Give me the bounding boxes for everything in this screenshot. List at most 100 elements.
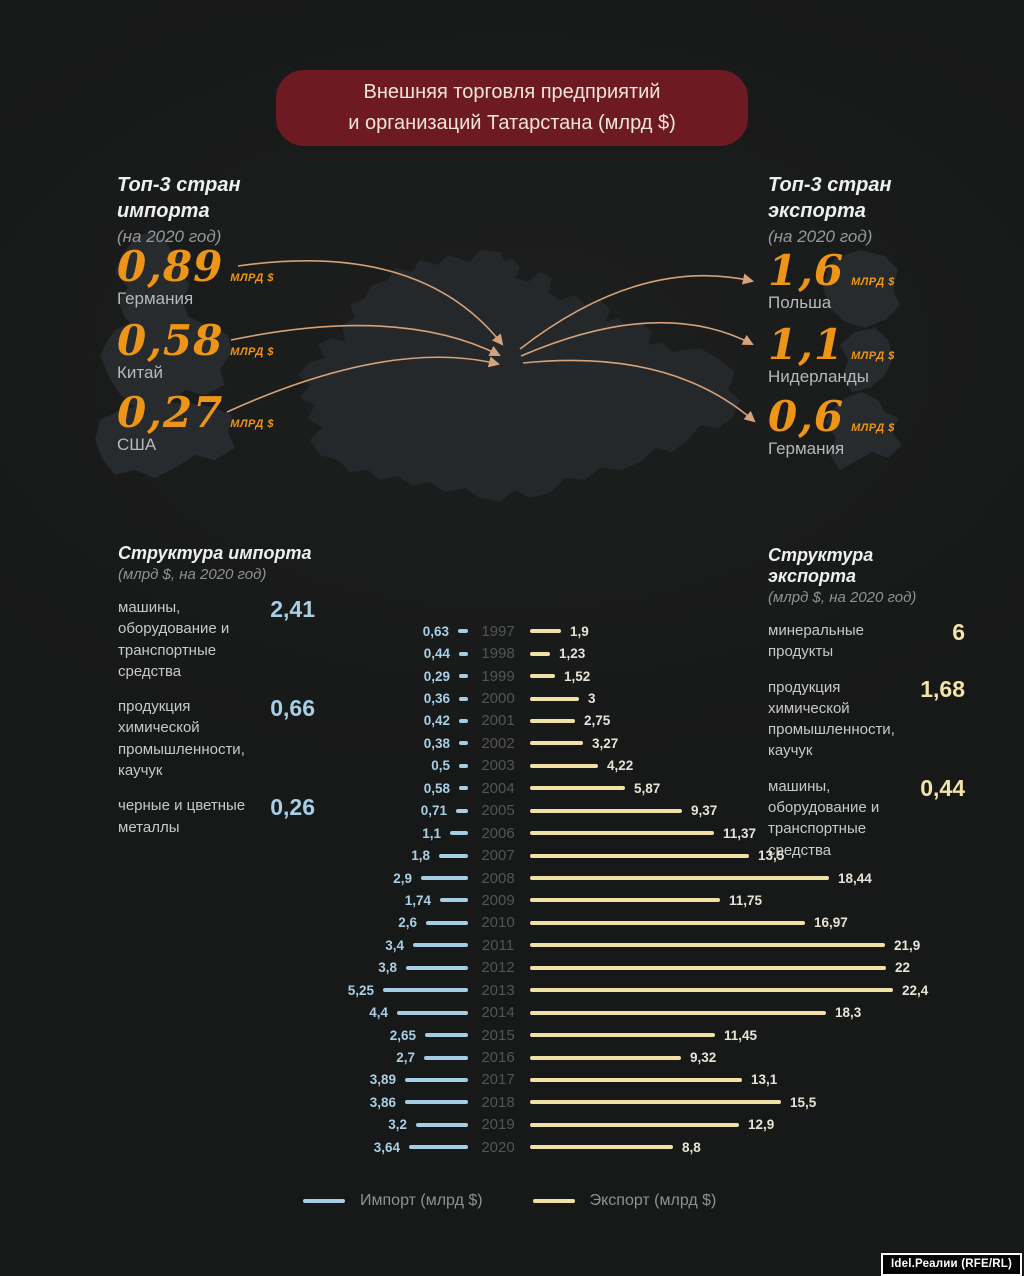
export-value: 1,52 (564, 668, 591, 684)
export-value: 12,9 (748, 1117, 775, 1133)
export-cell: 11,45 (528, 1028, 757, 1043)
import-item-germany: 0,89 млрд $ Германия (117, 246, 274, 309)
export-bar (530, 898, 720, 903)
import-value-usa: 0,27 (117, 388, 224, 437)
import-cell: 2,9 (280, 871, 468, 886)
import-structure-label: продукция химической промышленности, кау… (118, 698, 245, 780)
year-label: 2008 (481, 869, 515, 887)
germany-export-silhouette (825, 392, 902, 470)
import-value-china: 0,58 (117, 316, 224, 365)
import-arc-usa (226, 356, 501, 413)
import-value: 2,6 (398, 915, 417, 931)
export-cell: 9,37 (528, 803, 717, 818)
import-bar (409, 1145, 468, 1150)
export-cell: 1,23 (528, 646, 585, 661)
export-value: 2,75 (584, 713, 611, 729)
import-arc-germany (237, 260, 504, 346)
import-country-germany: Германия (117, 289, 194, 308)
import-cell: 0,36 (280, 691, 468, 706)
year-label: 1999 (481, 667, 515, 685)
import-value: 2,65 (389, 1027, 416, 1043)
export-bar (530, 1100, 781, 1105)
export-bar (530, 920, 805, 925)
year-label: 1998 (481, 645, 515, 663)
chart-row: 0,29 1999 1,52 (280, 665, 928, 687)
title-line-1: Внешняя торговля предприятий (363, 81, 661, 103)
import-cell: 0,42 (280, 713, 468, 728)
year-label: 2016 (481, 1049, 515, 1067)
credit-badge: Idel.Реалии (RFE/RL) (880, 1253, 1022, 1276)
chart-row: 0,44 1998 1,23 (280, 642, 928, 664)
export-value: 11,37 (723, 825, 757, 841)
export-cell: 13,5 (528, 848, 784, 863)
import-structure-title: Структура импорта (118, 543, 312, 563)
import-value: 0,5 (431, 758, 450, 774)
import-bar (383, 988, 468, 993)
year-label: 2015 (481, 1026, 515, 1044)
export-value: 18,3 (835, 1005, 862, 1021)
export-value-netherlands: 1,1 (768, 320, 845, 369)
chart-row: 3,89 2017 13,1 (280, 1069, 928, 1091)
export-value: 9,32 (690, 1050, 717, 1066)
import-bar (458, 629, 468, 634)
import-value: 1,74 (404, 892, 431, 908)
export-bar (530, 808, 682, 813)
export-structure-title: Структура экспорта (768, 545, 874, 586)
usa-silhouette (95, 402, 235, 478)
export-unit-germany: млрд $ (851, 422, 895, 434)
year-label: 2007 (481, 847, 515, 865)
import-value: 3,86 (369, 1094, 396, 1110)
export-country-germany: Германия (768, 439, 845, 458)
export-arc-netherlands (520, 321, 754, 357)
import-bar (459, 741, 468, 746)
import-bar (440, 898, 468, 903)
chart-row: 2,9 2008 18,44 (280, 867, 928, 889)
export-cell: 5,87 (528, 781, 660, 796)
import-value: 0,44 (423, 646, 450, 662)
import-bar (459, 674, 468, 679)
export-cell: 11,37 (528, 826, 756, 841)
year-label: 2006 (481, 824, 515, 842)
import-value: 3,8 (378, 960, 397, 976)
import-structure-label: черные и цветные металлы (118, 797, 246, 836)
map-layer (95, 232, 902, 502)
chart-row: 0,58 2004 5,87 (280, 777, 928, 799)
export-bar (530, 1033, 715, 1038)
top3-export-heading: Топ-3 стран экспорта (на 2020 год) (768, 172, 892, 247)
export-cell: 1,9 (528, 624, 589, 639)
import-item-usa: 0,27 млрд $ США (117, 392, 274, 455)
import-legend-swatch (303, 1199, 345, 1203)
year-label: 2012 (481, 959, 515, 977)
import-structure-item: черные и цветные металлы 0,26 (118, 795, 315, 838)
chart-row: 3,4 2011 21,9 (280, 934, 928, 956)
export-structure-label: продукция химической промышленности, кау… (768, 678, 895, 760)
import-cell: 0,38 (280, 736, 468, 751)
legend-item-export: Экспорт (млрд $) (532, 1192, 716, 1210)
top3-export-sub: (на 2020 год) (768, 227, 873, 246)
import-bar (421, 876, 468, 881)
chart-row: 1,74 2009 11,75 (280, 889, 928, 911)
year-label: 2009 (481, 891, 515, 909)
import-cell: 2,65 (280, 1028, 468, 1043)
china-silhouette (100, 315, 232, 412)
import-bar (439, 853, 468, 858)
export-value: 8,8 (682, 1139, 701, 1155)
export-bar (530, 853, 749, 858)
year-label: 2013 (481, 981, 515, 999)
export-value: 22 (895, 960, 911, 976)
import-unit-usa: млрд $ (230, 418, 275, 430)
import-cell: 1,8 (280, 848, 468, 863)
export-cell: 13,1 (528, 1072, 777, 1087)
export-value: 22,4 (902, 982, 929, 998)
export-country-netherlands: Нидерланды (768, 367, 869, 386)
import-cell: 0,29 (280, 669, 468, 684)
import-cell: 2,7 (280, 1050, 468, 1065)
import-structure-item: продукция химической промышленности, кау… (118, 695, 315, 781)
import-cell: 1,1 (280, 826, 468, 841)
export-value: 16,97 (814, 915, 848, 931)
import-structure: Структура импорта (млрд $, на 2020 год) … (118, 543, 315, 838)
poland-silhouette (823, 250, 900, 328)
export-cell: 16,97 (528, 915, 848, 930)
chart-row: 0,71 2005 9,37 (280, 800, 928, 822)
